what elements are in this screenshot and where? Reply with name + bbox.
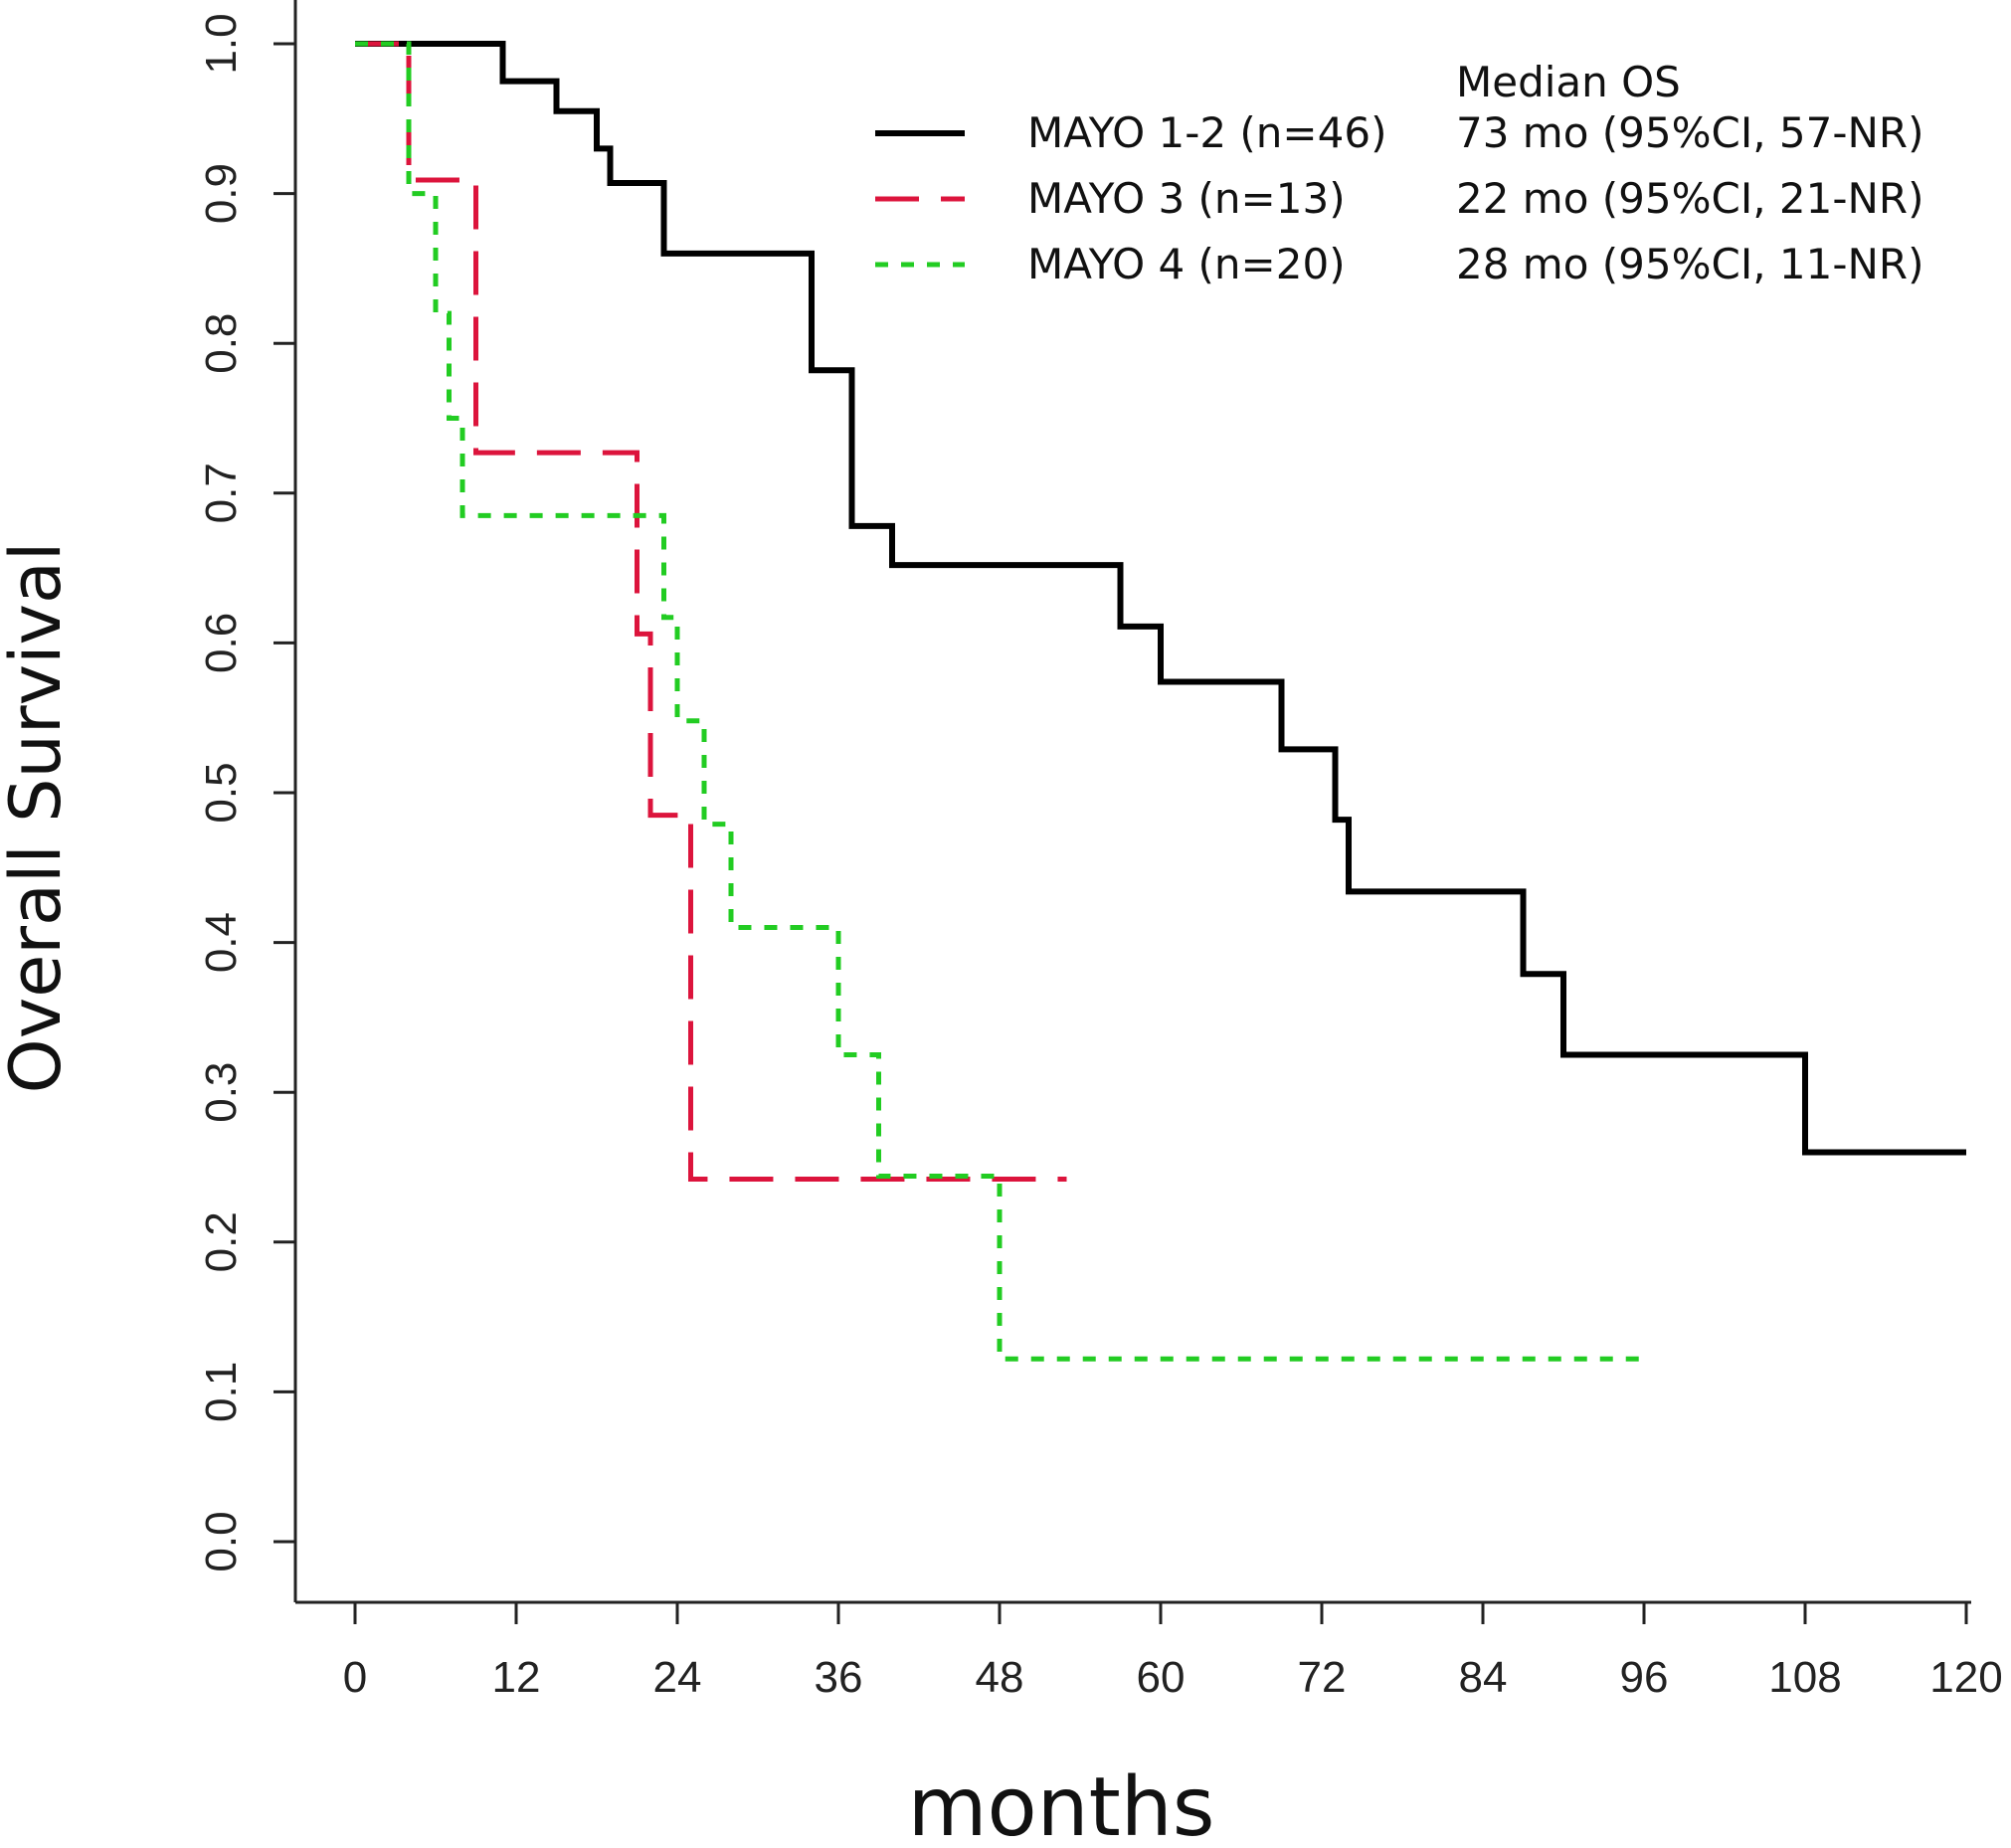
x-tick-label: 48	[976, 1653, 1024, 1702]
y-tick-label: 0.4	[197, 912, 246, 973]
x-tick-label: 24	[653, 1653, 702, 1702]
y-tick-label: 0.9	[197, 163, 246, 224]
axes-layer: 0 12 24 36 48 60 72 84 96 108 120 0.0 0.1 0.2 0.3 0.4 0.…	[197, 0, 2003, 1702]
legend-header: Median OS	[1456, 58, 1681, 106]
legend: Median OS MAYO 1-2 (n=46) 73 mo (95%CI, 5…	[875, 58, 1924, 288]
x-tick-label: 120	[1929, 1653, 2002, 1702]
x-tick-label: 108	[1768, 1653, 1841, 1702]
x-tick-label: 60	[1137, 1653, 1186, 1702]
x-tick-label: 84	[1459, 1653, 1508, 1702]
survival-curve-1	[355, 41, 1966, 1156]
y-tick-label: 0.1	[197, 1362, 246, 1422]
legend-median-os: 28 mo (95%CI, 11-NR)	[1456, 240, 1924, 288]
x-tick-label: 0	[343, 1653, 367, 1702]
x-axis-title: months	[908, 1760, 1215, 1848]
x-tick-label: 12	[492, 1653, 541, 1702]
y-tick-label: 0.6	[197, 613, 246, 673]
y-tick-label: 0.3	[197, 1062, 246, 1123]
survival-curve-3	[355, 41, 1644, 1362]
legend-rows: MAYO 1-2 (n=46) 73 mo (95%CI, 57-NR) MAYO …	[875, 108, 1924, 288]
survival-curve-2	[355, 41, 1067, 1183]
y-tick-label: 0.8	[197, 313, 246, 374]
y-tick-label: 0.7	[197, 462, 246, 523]
legend-median-os: 22 mo (95%CI, 21-NR)	[1456, 174, 1924, 223]
legend-series-name: MAYO 1-2 (n=46)	[1027, 108, 1386, 157]
x-tick-label: 96	[1620, 1653, 1669, 1702]
y-tick-label: 0.2	[197, 1211, 246, 1272]
legend-median-os: 73 mo (95%CI, 57-NR)	[1456, 108, 1924, 157]
legend-series-name: MAYO 4 (n=20)	[1027, 240, 1346, 288]
x-tick-label: 36	[815, 1653, 863, 1702]
y-tick-label: 0.5	[197, 762, 246, 823]
y-tick-label: 1.0	[197, 13, 246, 74]
legend-series-name: MAYO 3 (n=13)	[1027, 174, 1346, 223]
survival-curves	[355, 41, 1966, 1362]
y-axis-title: Overall Survival	[0, 542, 77, 1094]
x-tick-label: 72	[1298, 1653, 1347, 1702]
y-tick-label: 0.0	[197, 1511, 246, 1571]
